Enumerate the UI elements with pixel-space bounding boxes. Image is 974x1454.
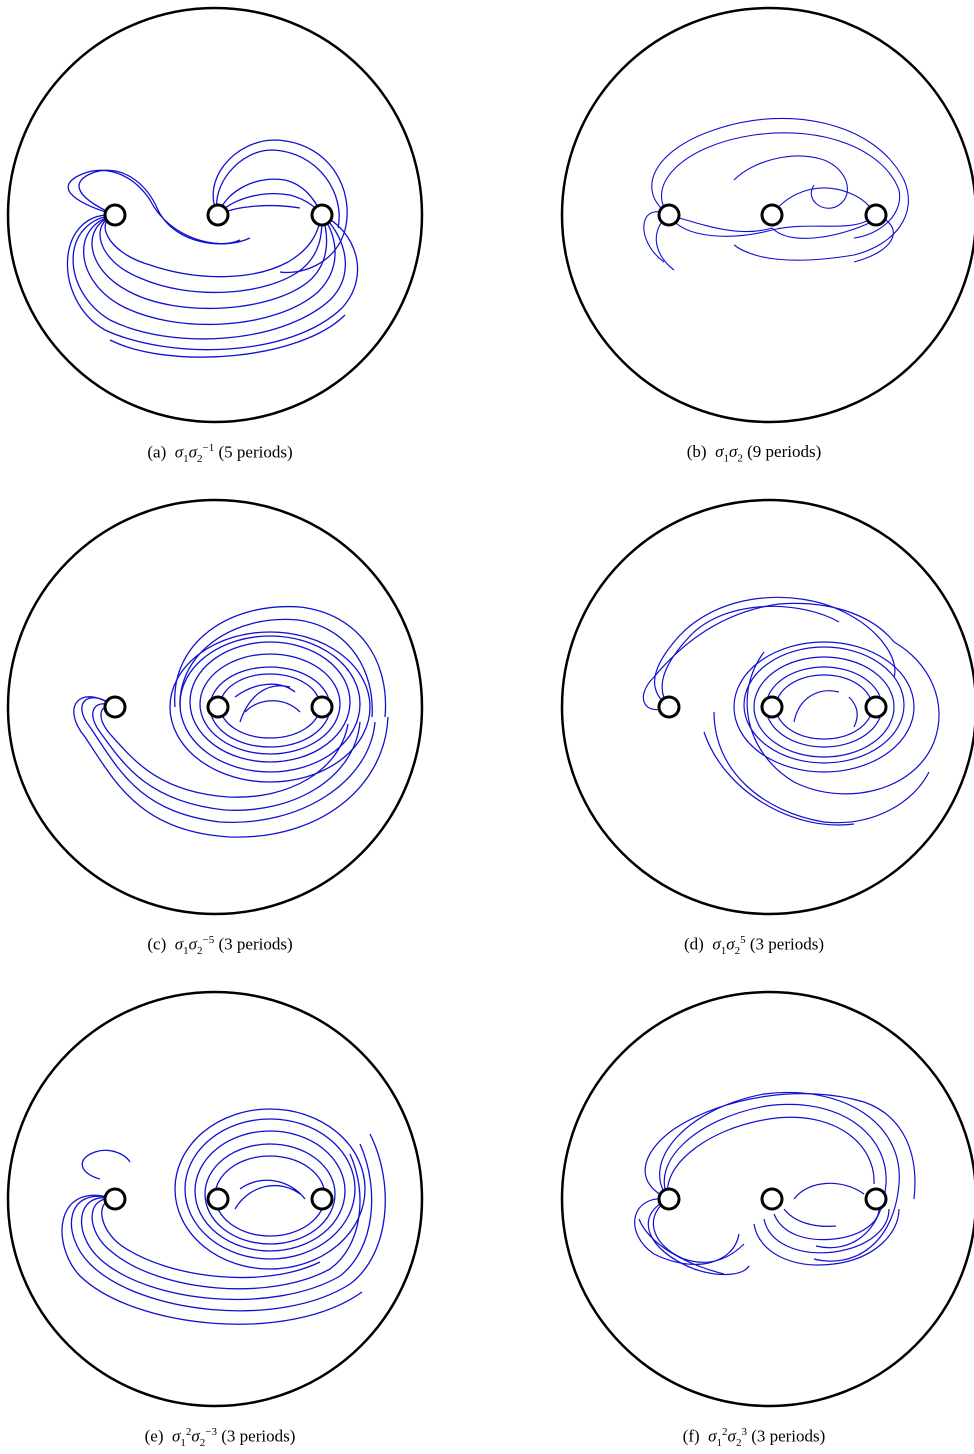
rod-2 [206, 695, 230, 719]
rod-2 [206, 1187, 230, 1211]
braid-symbol: σ [712, 934, 721, 954]
stirring-diagram-c [6, 498, 424, 916]
braid-symbol: σ [726, 934, 735, 954]
rod-2 [760, 695, 784, 719]
rod-1 [103, 695, 127, 719]
rods [657, 695, 888, 719]
generator-index: 1 [183, 945, 189, 958]
stirring-diagram-b [560, 6, 974, 424]
boundary-circle [6, 990, 424, 1408]
rods [103, 1187, 334, 1211]
stirring-diagram-a [6, 6, 424, 424]
braid-symbol: σ [174, 934, 184, 954]
braid-symbol: σ [708, 1426, 717, 1446]
caption-a: (a) σ1σ2−1 (5 periods) [0, 442, 440, 465]
panel-d: (d) σ1σ25 (3 periods) [554, 492, 974, 962]
caption-label: (a) [147, 442, 167, 462]
generator-index: 1 [183, 453, 189, 466]
rod-3 [310, 695, 334, 719]
generator-index: 1 [716, 1437, 723, 1450]
stirring-diagram-d [560, 498, 974, 916]
rod-1 [103, 203, 127, 227]
rod-1 [103, 1187, 127, 1211]
material-lines [643, 117, 909, 271]
generator-exponent: −1 [202, 442, 215, 454]
stirring-diagram-f [560, 990, 974, 1408]
generator-exponent: 3 [741, 1426, 747, 1438]
material-lines [642, 596, 940, 826]
caption-periods: (5 periods) [218, 442, 293, 462]
caption-label: (e) [144, 1426, 164, 1446]
rod-3 [864, 695, 888, 719]
panel-e: (e) σ12σ2−3 (3 periods) [0, 984, 440, 1454]
rod-2 [760, 1187, 784, 1211]
caption-f: (f) σ12σ23 (3 periods) [554, 1426, 954, 1449]
boundary-circle [6, 498, 424, 916]
generator-index: 1 [180, 1437, 186, 1450]
generator-index: 2 [737, 452, 743, 465]
rods [103, 695, 334, 719]
caption-periods: (3 periods) [218, 934, 293, 954]
generator-index: 2 [734, 945, 741, 958]
panel-f: (f) σ12σ23 (3 periods) [554, 984, 974, 1454]
rods [657, 203, 888, 227]
braid-symbol: σ [172, 1426, 181, 1446]
panel-a: (a) σ1σ2−1 (5 periods) [0, 0, 440, 470]
rod-3 [864, 1187, 888, 1211]
caption-b: (b) σ1σ2 (9 periods) [554, 442, 954, 464]
caption-periods: (3 periods) [751, 1426, 826, 1446]
rod-3 [864, 203, 888, 227]
boundary-circle [560, 6, 974, 424]
braid-symbol: σ [188, 934, 198, 954]
rod-3 [310, 1187, 334, 1211]
material-lines [66, 139, 359, 358]
generator-exponent: −5 [202, 934, 215, 946]
rods [657, 1187, 888, 1211]
rod-2 [760, 203, 784, 227]
generator-index: 2 [197, 945, 203, 958]
rod-1 [657, 203, 681, 227]
material-lines [61, 1108, 386, 1325]
generator-exponent: −3 [205, 1426, 217, 1438]
boundary-circle [560, 498, 974, 916]
braid-symbol: σ [727, 1426, 736, 1446]
caption-periods: (3 periods) [749, 934, 824, 954]
caption-c: (c) σ1σ2−5 (3 periods) [0, 934, 440, 957]
caption-d: (d) σ1σ25 (3 periods) [554, 934, 954, 957]
rod-1 [657, 695, 681, 719]
braid-symbol: σ [715, 442, 724, 461]
generator-index: 1 [720, 945, 727, 958]
rods [103, 203, 334, 227]
caption-e: (e) σ12σ2−3 (3 periods) [0, 1426, 440, 1449]
rod-1 [657, 1187, 681, 1211]
generator-index: 1 [723, 452, 729, 465]
material-lines [73, 605, 389, 838]
braid-symbol: σ [191, 1426, 200, 1446]
rod-2 [206, 203, 230, 227]
stirring-diagram-e [6, 990, 424, 1408]
boundary-circle [6, 6, 424, 424]
generator-exponent: 2 [722, 1426, 728, 1438]
boundary-circle [560, 990, 974, 1408]
generator-exponent: 2 [185, 1426, 192, 1438]
material-lines [634, 1091, 916, 1276]
rod-3 [310, 203, 334, 227]
caption-label: (c) [147, 934, 167, 954]
braid-symbol: σ [728, 442, 738, 461]
caption-periods: (3 periods) [221, 1426, 296, 1446]
caption-label: (b) [686, 442, 707, 461]
caption-label: (f) [682, 1426, 700, 1446]
braid-symbol: σ [188, 442, 198, 462]
caption-label: (d) [684, 934, 704, 954]
generator-index: 2 [735, 1437, 742, 1450]
generator-index: 2 [197, 453, 203, 466]
caption-periods: (9 periods) [747, 442, 822, 461]
panel-c: (c) σ1σ2−5 (3 periods) [0, 492, 440, 962]
generator-index: 2 [199, 1437, 206, 1450]
panel-b: (b) σ1σ2 (9 periods) [554, 0, 974, 470]
braid-symbol: σ [174, 442, 184, 462]
generator-exponent: 5 [740, 934, 746, 946]
